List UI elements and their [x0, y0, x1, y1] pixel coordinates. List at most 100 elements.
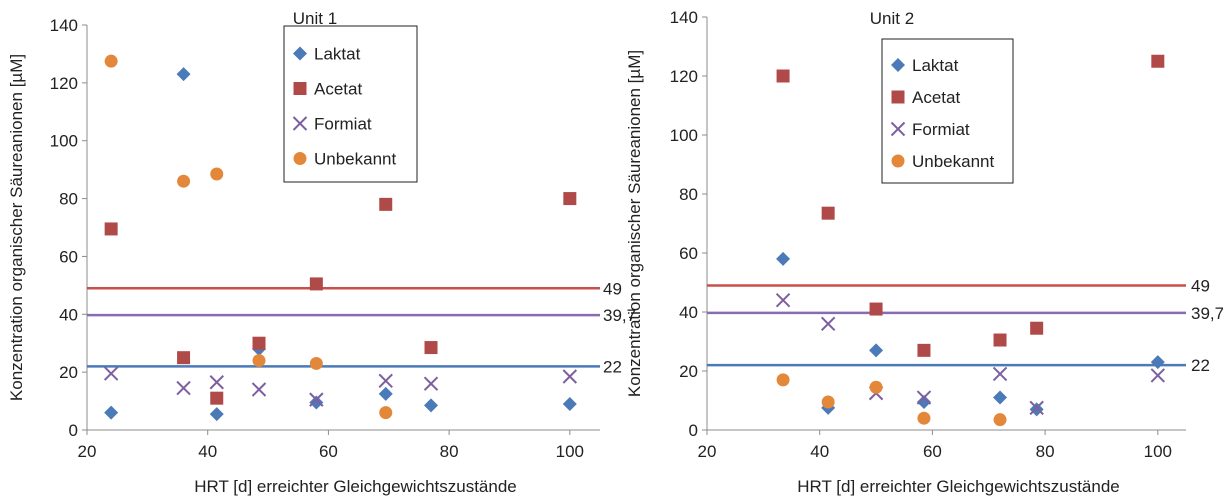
x-tick-label: 80	[1036, 442, 1055, 461]
y-tick-label: 60	[59, 247, 78, 266]
x-tick-label: 20	[698, 442, 717, 461]
legend-marker-x	[890, 121, 906, 137]
data-point-x	[775, 292, 791, 308]
y-tick-label: 140	[670, 8, 698, 27]
reference-line-label: 49	[1191, 276, 1210, 295]
legend-marker-square	[293, 82, 307, 95]
data-point-circle	[379, 406, 393, 420]
data-point-square	[309, 277, 323, 291]
x-tick-label: 60	[319, 442, 338, 461]
data-point-diamond	[424, 398, 439, 413]
marker-x-stroke-b	[1150, 368, 1166, 383]
data-point-square	[210, 391, 224, 405]
data-point-circle	[821, 395, 835, 409]
series-unbekannt	[104, 54, 393, 420]
data-point-diamond	[176, 67, 191, 82]
x-tick-label: 100	[1144, 442, 1172, 461]
data-point-square	[177, 351, 191, 365]
legend-label: Unbekannt	[912, 152, 995, 171]
marker-x-stroke-b	[423, 376, 439, 391]
data-point-circle	[252, 354, 266, 368]
data-point-diamond	[562, 396, 577, 411]
reference-line-label: 22	[1191, 356, 1210, 375]
legend-label: Formiat	[912, 120, 970, 139]
data-point-x	[209, 375, 224, 390]
x-axis-title: HRT [d] erreichter Gleichgewichtszuständ…	[797, 477, 1120, 496]
y-tick-label: 120	[50, 74, 78, 93]
marker-x-stroke-b	[890, 121, 906, 137]
y-tick-label: 40	[59, 305, 78, 324]
marker-x-stroke-b	[820, 316, 836, 332]
data-point-x	[378, 373, 393, 389]
data-point-circle	[104, 54, 118, 68]
data-point-square	[379, 197, 393, 211]
y-axis-title: Konzentration organischer Säureanionen […	[7, 54, 26, 401]
marker-x-stroke-b	[103, 366, 119, 381]
legend-label: Unbekannt	[314, 150, 397, 169]
data-point-square	[1151, 54, 1165, 68]
y-tick-label: 20	[59, 363, 78, 382]
y-tick-label: 20	[679, 362, 698, 381]
y-tick-label: 80	[59, 190, 78, 209]
x-tick-label: 80	[440, 442, 459, 461]
legend-label: Acetat	[912, 88, 960, 107]
data-point-x	[103, 366, 119, 381]
data-point-x	[820, 316, 836, 332]
x-tick-label: 20	[78, 442, 97, 461]
marker-x-stroke-b	[916, 390, 932, 405]
data-point-square	[424, 341, 438, 355]
data-point-circle	[993, 413, 1007, 427]
data-point-diamond	[776, 251, 791, 266]
legend-marker-circle	[891, 154, 905, 168]
series-laktat	[776, 251, 1165, 417]
legend-marker-circle	[293, 152, 307, 165]
marker-x-stroke-b	[176, 380, 191, 396]
x-tick-label: 40	[810, 442, 829, 461]
data-point-x	[251, 382, 267, 397]
legend-label: Laktat	[912, 56, 959, 75]
data-point-diamond	[993, 390, 1008, 405]
marker-x-stroke-b	[209, 375, 224, 390]
y-tick-label: 40	[679, 303, 698, 322]
data-point-diamond	[916, 394, 931, 409]
marker-x-stroke-b	[992, 366, 1008, 382]
marker-x-stroke-b	[378, 373, 393, 389]
reference-line-label: 49	[603, 279, 622, 298]
legend-marker-diamond	[891, 58, 905, 72]
data-point-x	[1150, 368, 1166, 383]
series-laktat	[104, 67, 577, 422]
data-point-square	[776, 69, 790, 83]
x-axis-title: HRT [d] erreichter Gleichgewichtszuständ…	[194, 477, 517, 496]
y-tick-label: 140	[50, 16, 78, 35]
legend-box	[283, 25, 418, 183]
legend-label: Laktat	[314, 45, 361, 64]
marker-x-stroke-b	[309, 392, 324, 407]
data-point-diamond	[309, 395, 324, 410]
data-point-diamond	[869, 343, 884, 358]
y-axis-title: Konzentration organischer Säureanionen […	[625, 50, 644, 397]
data-point-diamond	[104, 405, 119, 420]
data-point-circle	[309, 356, 323, 370]
data-point-square	[563, 192, 577, 206]
y-tick-label: 0	[69, 421, 78, 440]
reference-line-label: 22	[603, 357, 622, 376]
x-tick-label: 60	[923, 442, 942, 461]
x-tick-label: 40	[198, 442, 217, 461]
chart-title: Unit 1	[293, 9, 337, 28]
y-tick-label: 100	[50, 132, 78, 151]
data-point-square	[821, 206, 835, 220]
data-point-circle	[869, 380, 883, 394]
data-point-x	[916, 390, 932, 405]
legend-marker-x	[292, 116, 308, 131]
y-tick-label: 120	[670, 67, 698, 86]
reference-line-label: 39,7	[603, 306, 636, 325]
data-point-circle	[917, 411, 931, 425]
data-point-x	[562, 369, 578, 384]
data-point-square	[1030, 321, 1044, 335]
data-point-x	[309, 392, 324, 407]
data-point-square	[252, 336, 266, 350]
data-point-square	[869, 302, 883, 316]
data-point-x	[176, 380, 191, 396]
